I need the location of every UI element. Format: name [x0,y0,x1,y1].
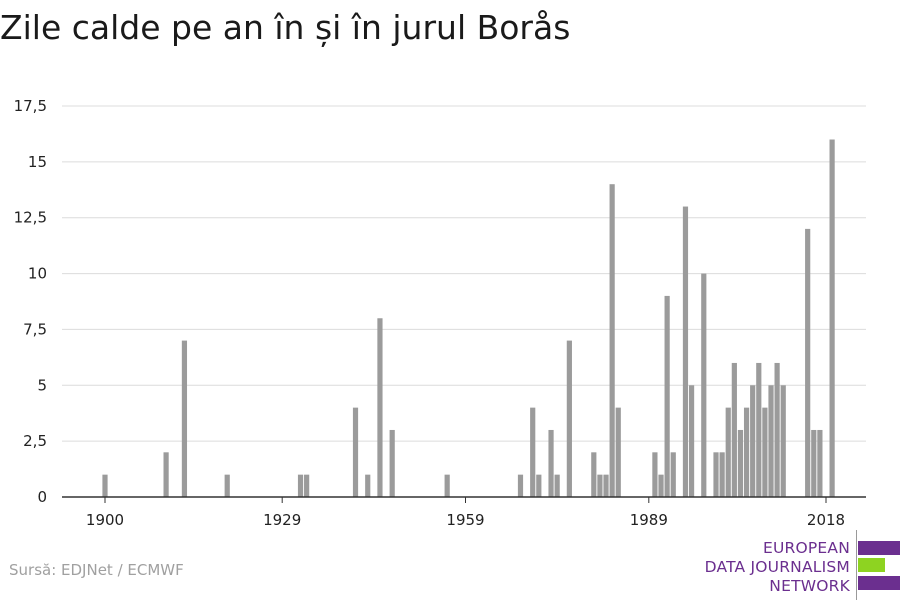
y-tick-label: 7,5 [23,320,47,338]
bar [774,362,780,497]
y-tick-label: 0 [37,488,47,506]
source-note: Sursă: EDJNet / ECMWF [9,561,184,579]
bar [352,407,359,497]
bar [725,407,731,497]
y-tick-label: 15 [28,153,47,171]
logo-line-network: NETWORK [769,577,850,595]
bar [297,474,304,497]
bar [817,429,823,497]
bar [603,474,609,497]
bar [652,452,658,497]
bar [615,407,621,497]
bar [756,362,762,497]
y-tick-label: 5 [37,376,47,394]
bar [737,429,744,497]
bar [517,474,524,497]
bar [304,474,310,497]
y-tick-label: 10 [28,265,47,283]
bar [762,407,768,497]
bar [670,452,676,497]
bar [743,407,750,497]
bar [805,228,811,497]
gridlines [62,105,866,442]
bar [536,474,542,497]
y-tick-label: 12,5 [14,209,47,227]
bar [780,385,786,497]
bar [658,474,664,497]
x-tick-label: 2018 [807,511,845,529]
bar [163,452,169,497]
axes [62,496,866,503]
bar [566,340,572,497]
x-tick-labels: 1900 1929 1959 1989 2018 [86,511,845,529]
bar [444,474,450,497]
logo-line-data-journalism: DATA JOURNALISM [704,558,850,576]
logo-line-european: EUROPEAN [762,539,850,557]
bar [609,184,615,497]
x-tick-label: 1929 [263,511,301,529]
bar [701,273,707,497]
logo-bar-top [858,541,900,555]
bar [597,474,603,497]
logo-bar-middle [858,558,885,572]
bar [389,429,395,497]
bar [682,206,689,498]
bar [224,474,230,497]
x-tick-label: 1959 [446,511,484,529]
edjnet-logo: EUROPEAN DATA JOURNALISM NETWORK [700,530,900,600]
bar-chart: 0 2,5 5 7,5 10 12,5 15 17,5 1900 1929 1959 1989 201… [14,97,866,529]
bar [664,295,670,497]
y-tick-label: 17,5 [14,97,47,115]
bar [811,429,817,497]
bar [688,385,695,497]
y-tick-label: 2,5 [23,432,47,450]
bar [548,429,554,497]
logo-bar-bottom [858,576,900,590]
bar [768,385,774,497]
bar [181,340,188,497]
x-tick-label: 1900 [86,511,124,529]
logo-separator [856,530,857,600]
bar [591,452,597,497]
x-tick-label: 1989 [630,511,668,529]
y-tick-labels: 0 2,5 5 7,5 10 12,5 15 17,5 [14,97,47,506]
chart-title: Zile calde pe an în și în jurul Borås [0,8,571,47]
bar [750,385,756,497]
bar [377,318,383,497]
bar [530,407,536,497]
bar [365,474,371,497]
bars [102,139,835,498]
bar [554,474,560,497]
bar [713,452,719,497]
bar [731,362,737,497]
bar [829,139,835,497]
bar [102,474,108,497]
bar [719,452,725,497]
